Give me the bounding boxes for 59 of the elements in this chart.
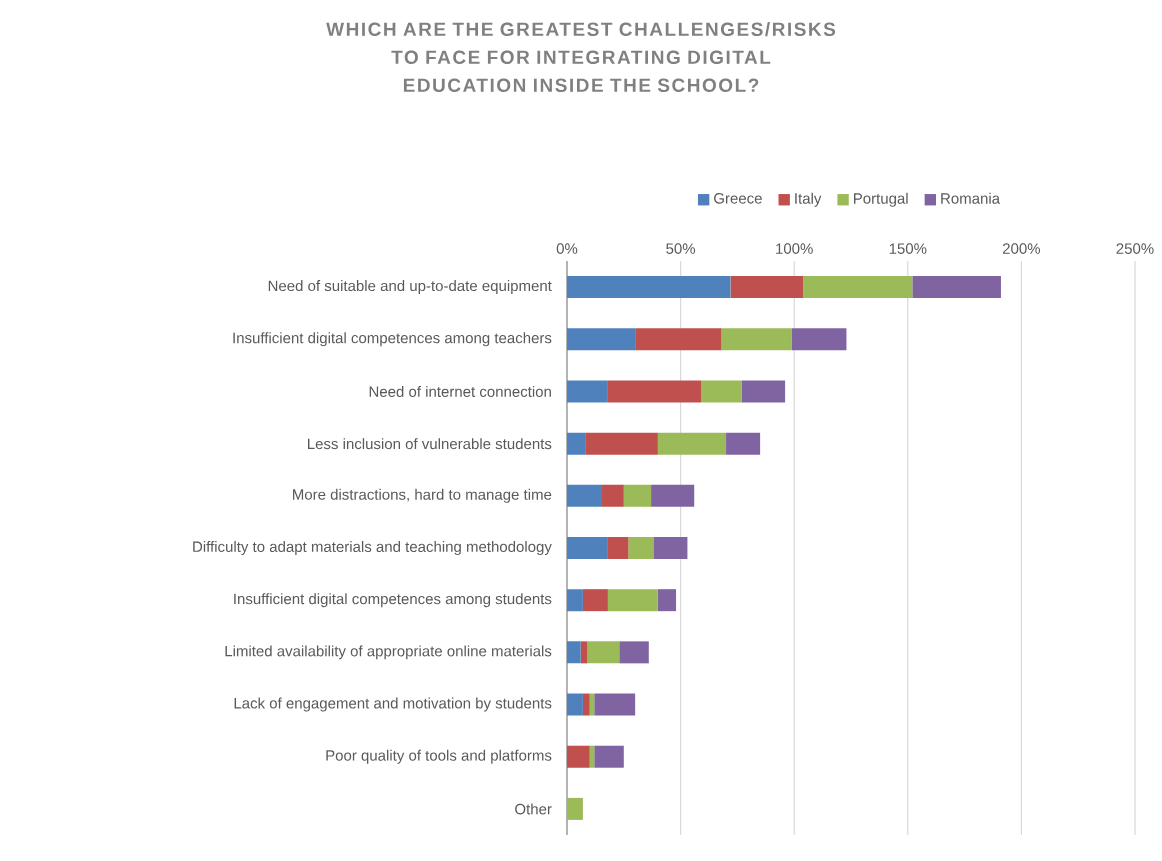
bar <box>567 380 608 403</box>
y-tick-label: Poor quality of tools and platforms <box>326 749 552 764</box>
bar <box>628 536 654 559</box>
bar <box>619 641 649 664</box>
y-tick-label: More distractions, hard to manage time <box>293 488 552 503</box>
y-tick-label: Difficulty to adapt materials and teaching methodology <box>193 541 552 555</box>
bar <box>585 432 658 455</box>
bar <box>594 693 636 716</box>
y-tick-label: Limited availability of appropriate online materials <box>225 645 552 660</box>
chart-title: WHICH ARE THE GREATEST CHALLENGES/RISKS TO FACE FOR INTEGRATING DIGITAL EDUCATION INSIDE THE SCHOOL? <box>326 22 836 93</box>
bar <box>567 536 608 559</box>
y-tick-label: Other <box>515 803 552 815</box>
y-tick-label: Lack of engagement and motivation by students <box>234 697 552 712</box>
bar <box>803 276 913 299</box>
bar <box>730 276 804 299</box>
bar <box>657 432 727 455</box>
bar <box>582 693 590 716</box>
bar <box>607 380 702 403</box>
legend-label: Italy <box>795 192 822 207</box>
y-tick-label: Less inclusion of vulnerable students <box>308 438 552 450</box>
bar <box>741 380 786 403</box>
y-tick-label: Insufficient digital competences among students <box>234 593 552 608</box>
bar <box>607 589 658 612</box>
x-tick-label: 0% <box>556 243 578 254</box>
bar <box>582 589 608 612</box>
bar <box>791 328 847 351</box>
bar <box>567 641 581 664</box>
bar <box>912 276 1001 299</box>
bar <box>726 432 761 455</box>
bar <box>567 693 583 716</box>
bar <box>567 432 586 455</box>
bar <box>701 380 742 403</box>
bar <box>635 328 722 351</box>
bar <box>657 589 677 612</box>
bar <box>653 536 688 559</box>
y-tick-label: Insufficient digital competences among teachers <box>233 332 552 347</box>
bar <box>601 484 624 507</box>
bar <box>587 641 620 664</box>
bar <box>607 536 629 559</box>
bar <box>567 589 583 612</box>
bar <box>567 328 636 351</box>
y-tick-label: Need of internet connection <box>369 385 551 397</box>
bar <box>567 745 590 768</box>
legend-label: Portugal <box>854 192 908 207</box>
bar <box>623 484 652 507</box>
x-tick-label: 50% <box>666 243 696 254</box>
bar <box>594 745 624 768</box>
legend-label: Greece <box>714 193 762 204</box>
y-tick-label: Need of suitable and up-to-date equipment <box>268 280 552 295</box>
bar <box>651 484 695 507</box>
x-tick-label: 200% <box>1002 243 1041 254</box>
bar <box>567 797 583 820</box>
bar <box>567 276 731 299</box>
bar <box>721 328 792 351</box>
legend-label: Romania <box>941 192 1001 204</box>
x-tick-label: 250% <box>1116 243 1154 254</box>
bar <box>567 484 602 507</box>
x-tick-label: 100% <box>776 243 813 254</box>
x-tick-label: 150% <box>889 243 927 254</box>
